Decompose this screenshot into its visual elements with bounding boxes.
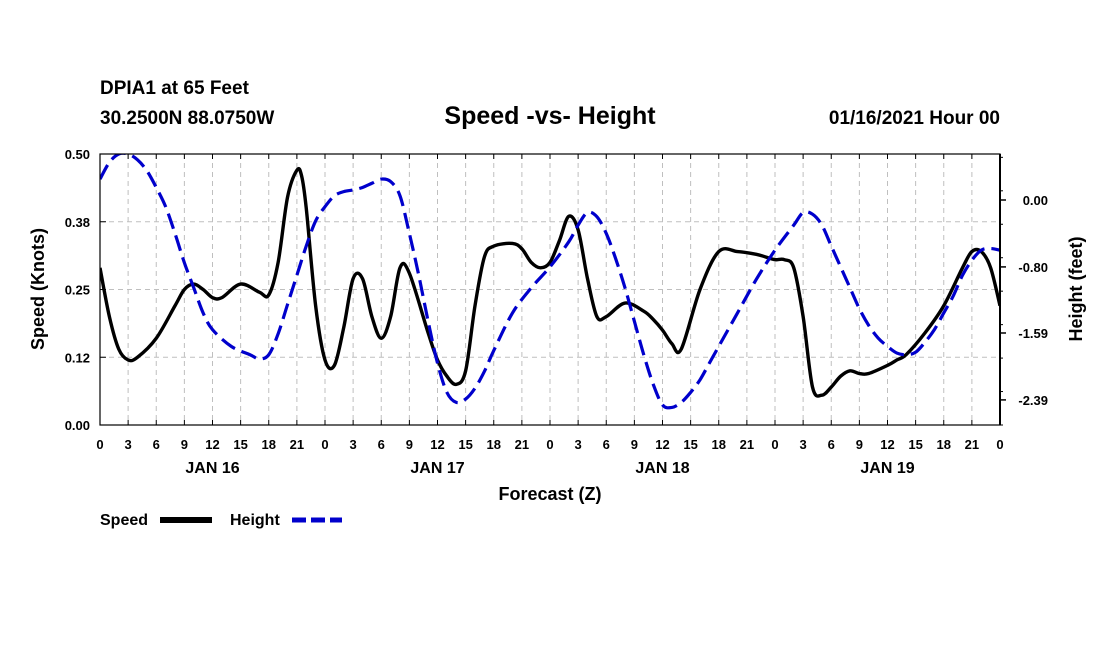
height-series-line [100, 154, 1000, 410]
x-tick-label: 9 [181, 437, 188, 452]
x-tick-label: 18 [937, 437, 951, 452]
legend-label-speed: Speed [100, 512, 148, 529]
day-label: JAN 17 [410, 460, 464, 477]
x-tick-label: 21 [740, 437, 754, 452]
x-tick-label: 18 [487, 437, 501, 452]
x-tick-label: 18 [712, 437, 726, 452]
x-tick-label: 12 [655, 437, 669, 452]
y-tick-label-left: 0.12 [65, 350, 90, 365]
y-axis-title-left: Speed (Knots) [28, 228, 48, 350]
x-tick-label: 0 [546, 437, 553, 452]
x-tick-labels: 0 3 6 9 12 15 18 21 0 3 6 9 12 15 18 21 0 3 6 9 12 15 18 21 0 3 6 9… [96, 437, 1003, 452]
x-tick-label: 0 [771, 437, 778, 452]
x-tick-label: 3 [575, 437, 582, 452]
y-tick-label-right: 0.00 [1023, 193, 1048, 208]
speed-series-line [100, 166, 1000, 398]
y-axis-title-right: Height (feet) [1066, 237, 1086, 342]
x-tick-label: 3 [125, 437, 132, 452]
y-tick-label-right: -1.59 [1018, 326, 1048, 341]
station-label: DPIA1 at 65 Feet [100, 78, 250, 99]
x-tick-label: 9 [856, 437, 863, 452]
x-axis-title: Forecast (Z) [498, 484, 601, 504]
x-tick-label: 0 [96, 437, 103, 452]
series-layer [100, 154, 1000, 410]
day-label: JAN 16 [185, 460, 239, 477]
x-tick-label: 3 [800, 437, 807, 452]
x-tick-label: 15 [233, 437, 247, 452]
x-tick-label: 12 [880, 437, 894, 452]
x-tick-label: 0 [996, 437, 1003, 452]
x-tick-label: 15 [458, 437, 472, 452]
x-tick-label: 3 [350, 437, 357, 452]
x-tick-label: 21 [290, 437, 304, 452]
x-tick-label: 9 [406, 437, 413, 452]
x-tick-label: 6 [828, 437, 835, 452]
x-tick-label: 12 [430, 437, 444, 452]
x-tick-label: 12 [205, 437, 219, 452]
x-tick-label: 15 [908, 437, 922, 452]
x-tick-label: 6 [378, 437, 385, 452]
x-tick-label: 6 [153, 437, 160, 452]
y-tick-label-left: 0.50 [65, 147, 90, 162]
y-tick-label-left: 0.38 [65, 215, 90, 230]
x-tick-label: 21 [965, 437, 979, 452]
x-tick-label: 6 [603, 437, 610, 452]
x-tick-label: 21 [515, 437, 529, 452]
location-label: 30.2500N 88.0750W [100, 108, 274, 129]
grid-lines [100, 154, 1000, 425]
chart-title: Speed -vs- Height [444, 102, 656, 130]
issued-time: 01/16/2021 Hour 00 [829, 108, 1000, 129]
day-labels: JAN 16 JAN 17 JAN 18 JAN 19 [185, 460, 914, 477]
y-tick-label-left: 0.25 [65, 283, 90, 298]
x-tick-label: 18 [262, 437, 276, 452]
y-tick-label-left: 0.00 [65, 418, 90, 433]
x-tick-label: 15 [683, 437, 697, 452]
day-label: JAN 18 [635, 460, 689, 477]
y-tick-labels: 0.00 0.12 0.25 0.38 0.50 0.00 -0.80 -1.59 -2.39 [65, 147, 1048, 433]
legend: Speed Height [100, 512, 342, 529]
legend-label-height: Height [230, 512, 280, 529]
y-tick-label-right: -2.39 [1018, 393, 1048, 408]
y-tick-label-right: -0.80 [1018, 260, 1048, 275]
x-tick-label: 9 [631, 437, 638, 452]
axis-ticks [99, 153, 1006, 426]
x-tick-label: 0 [321, 437, 328, 452]
day-label: JAN 19 [860, 460, 914, 477]
